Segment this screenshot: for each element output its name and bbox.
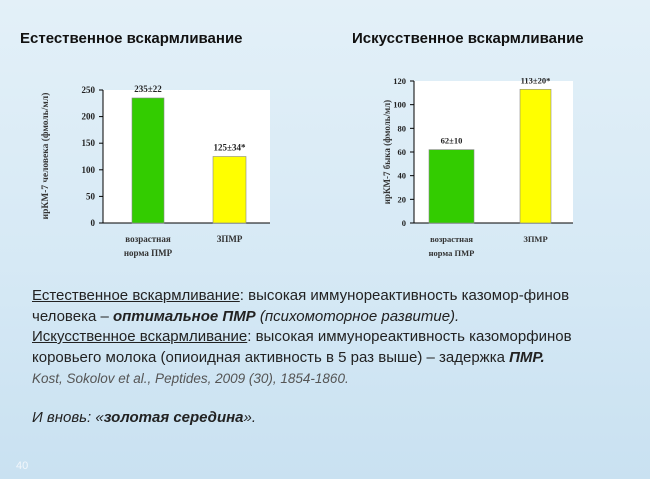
paragraph-natural-text: : высокая иммунореактивность казомор-фин… <box>32 287 570 325</box>
pmr-delay-emphasis: ПМР. <box>509 348 545 366</box>
golden-mean-emphasis: золотая середина <box>103 408 244 426</box>
conclusion-prefix: И вновь: « <box>32 408 104 426</box>
bar <box>212 156 247 224</box>
y-tick-label: 200 <box>82 112 96 122</box>
y-tick-label: 100 <box>393 100 406 110</box>
y-tick-label: 80 <box>398 123 407 133</box>
y-tick-label: 40 <box>398 171 407 181</box>
y-tick-label: 50 <box>86 191 96 201</box>
y-tick-label: 0 <box>91 218 96 228</box>
paragraph-natural: Естественное вскармливание: высокая имму… <box>32 286 632 327</box>
heading-natural-feeding: Естественное вскармливание <box>20 30 243 47</box>
bar-value-label: 62±10 <box>441 136 463 146</box>
y-tick-label: 60 <box>398 147 407 157</box>
slide-body-text: Естественное вскармливание: высокая имму… <box>32 286 632 428</box>
y-tick-label: 0 <box>402 218 406 228</box>
bar <box>428 149 475 224</box>
x-category-label: ЗПМР <box>523 234 547 244</box>
y-tick-label: 250 <box>82 85 96 95</box>
paragraph-artificial-text: : высокая иммунореактивность казоморфино… <box>32 328 572 366</box>
bar-value-label: 235±22 <box>134 84 162 94</box>
pmr-definition: (психомоторное развитие). <box>255 307 460 325</box>
bar-value-label: 125±34* <box>214 143 246 153</box>
x-category-label: норма ПМР <box>429 248 475 258</box>
paragraph-artificial: Искусственное вскармливание: высокая имм… <box>32 327 632 368</box>
page-number: 40 <box>16 460 29 472</box>
bar-value-label: 113±20* <box>521 75 551 85</box>
x-category-label: возрастная <box>125 234 171 244</box>
bar <box>131 97 165 224</box>
conclusion-suffix: ». <box>243 408 257 426</box>
y-tick-label: 20 <box>398 194 407 204</box>
y-tick-label: 150 <box>82 138 96 148</box>
y-tick-label: 100 <box>82 165 96 175</box>
y-tick-label: 120 <box>393 76 406 86</box>
y-axis-label: ирКМ-7 быка (фмоль/мл) <box>382 100 392 204</box>
x-category-label: ЗПМР <box>217 234 243 244</box>
bar <box>519 88 552 224</box>
conclusion-line: И вновь: «золотая середина». <box>32 408 632 429</box>
y-axis-label: ирКМ-7 человека (фмоль/мл) <box>40 93 51 220</box>
reference-citation: Kost, Sokolov et al., Peptides, 2009 (30… <box>32 371 349 386</box>
optimal-pmr-emphasis: оптимальное ПМР <box>112 307 256 325</box>
term-natural-feeding: Естественное вскармливание <box>32 287 240 304</box>
term-artificial-feeding: Искусственное вскармливание <box>32 328 248 345</box>
x-category-label: возрастная <box>430 234 473 244</box>
heading-artificial-feeding: Искусственное вскармливание <box>352 30 584 47</box>
x-category-label: норма ПМР <box>124 248 173 258</box>
